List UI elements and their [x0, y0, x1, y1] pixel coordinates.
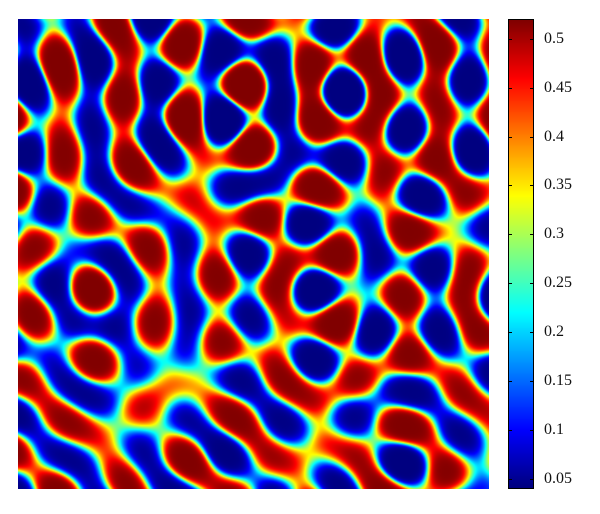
colorbar-tick-label: 0.35 [544, 176, 572, 194]
colorbar-tick-label: 0.25 [544, 274, 572, 292]
colorbar-tick-label: 0.5 [544, 29, 564, 47]
colorbar-tick-label: 0.3 [544, 225, 564, 243]
colorbar [508, 19, 534, 489]
heatmap [18, 19, 489, 489]
colorbar-tick-label: 0.1 [544, 421, 564, 439]
colorbar-tick-label: 0.15 [544, 372, 572, 390]
colorbar-tick-label: 0.2 [544, 323, 564, 341]
colorbar-tick-label: 0.05 [544, 470, 572, 488]
colorbar-tick-label: 0.4 [544, 127, 564, 145]
colorbar-tick-label: 0.45 [544, 78, 572, 96]
